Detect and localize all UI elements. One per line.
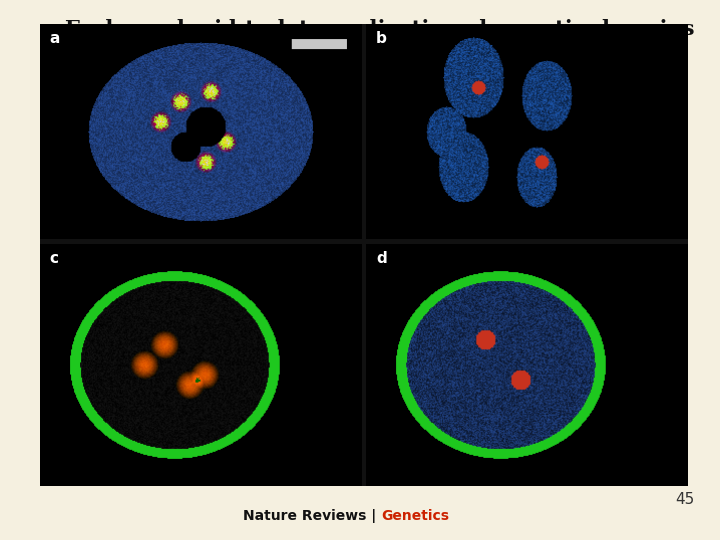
- Text: b: b: [376, 31, 387, 46]
- Text: 45: 45: [675, 492, 695, 507]
- Text: Genetics: Genetics: [382, 509, 449, 523]
- Bar: [40, 24, 688, 486]
- Text: a: a: [49, 31, 60, 46]
- Text: c: c: [49, 251, 58, 266]
- Text: d: d: [376, 251, 387, 266]
- Text: Early- and mid-to-late-replicating chromatin domains: Early- and mid-to-late-replicating chrom…: [65, 19, 694, 39]
- Text: Nature Reviews |: Nature Reviews |: [243, 509, 382, 523]
